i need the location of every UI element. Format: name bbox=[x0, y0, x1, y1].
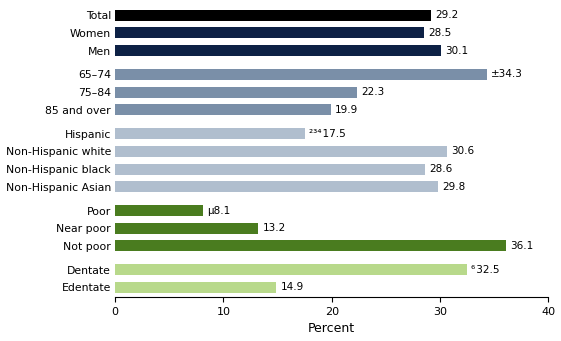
X-axis label: Percent: Percent bbox=[308, 323, 355, 336]
Bar bbox=[115, 264, 467, 275]
Bar bbox=[115, 240, 506, 251]
Text: 19.9: 19.9 bbox=[335, 105, 358, 115]
Bar bbox=[115, 181, 438, 192]
Text: 13.2: 13.2 bbox=[263, 223, 286, 233]
Bar bbox=[115, 205, 203, 216]
Text: 29.2: 29.2 bbox=[436, 10, 459, 20]
Bar bbox=[115, 128, 305, 139]
Bar bbox=[115, 164, 425, 175]
Bar bbox=[115, 87, 357, 98]
Text: 36.1: 36.1 bbox=[511, 241, 534, 251]
Bar bbox=[115, 146, 447, 157]
Bar bbox=[115, 45, 441, 56]
Text: ²³⁴ 17.5: ²³⁴ 17.5 bbox=[309, 129, 346, 139]
Bar bbox=[115, 104, 330, 115]
Text: 14.9: 14.9 bbox=[281, 282, 304, 293]
Bar bbox=[115, 223, 258, 234]
Text: 30.6: 30.6 bbox=[451, 146, 474, 157]
Text: 22.3: 22.3 bbox=[361, 87, 384, 97]
Text: 30.1: 30.1 bbox=[445, 46, 468, 56]
Text: µ8.1: µ8.1 bbox=[207, 206, 231, 216]
Text: ±34.3: ±34.3 bbox=[491, 70, 523, 79]
Bar bbox=[115, 10, 431, 21]
Bar bbox=[115, 282, 277, 293]
Text: 28.6: 28.6 bbox=[429, 164, 453, 174]
Text: ⁶ 32.5: ⁶ 32.5 bbox=[471, 265, 500, 275]
Text: 29.8: 29.8 bbox=[442, 182, 466, 192]
Bar bbox=[115, 28, 424, 39]
Text: 28.5: 28.5 bbox=[428, 28, 452, 38]
Bar bbox=[115, 69, 486, 80]
